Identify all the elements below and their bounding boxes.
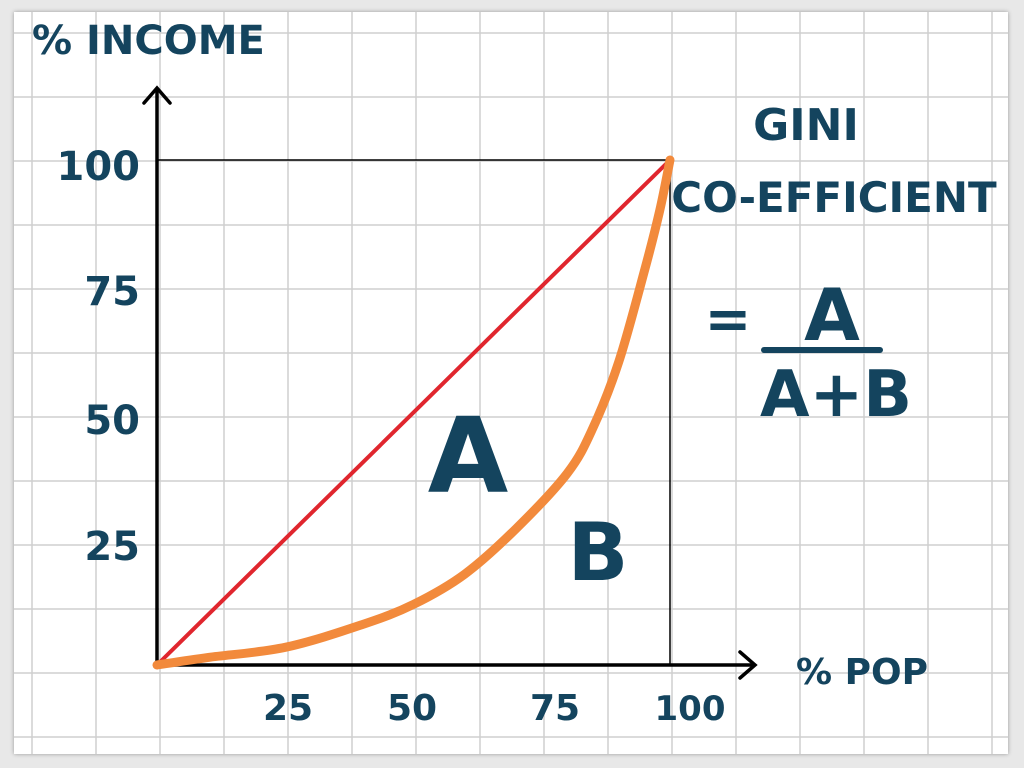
formula-numerator: A [804, 273, 860, 357]
lorenz-curve [152, 155, 675, 670]
series-layer [152, 155, 675, 670]
gini-title-line1: GINI [753, 100, 859, 151]
y-tick-label: 100 [57, 144, 141, 190]
plot-frame [157, 159, 671, 665]
y-tick-label: 50 [84, 398, 140, 444]
x-tick-label: 50 [387, 688, 437, 729]
labels: % INCOME % POP 100 75 50 25 25 50 75 100… [32, 18, 997, 729]
equality-line [155, 158, 672, 667]
x-tick-label: 100 [655, 689, 726, 729]
region-b-label: B [568, 506, 629, 599]
region-a-label: A [428, 395, 509, 517]
y-tick-label: 75 [84, 269, 140, 315]
y-axis-label: % INCOME [32, 18, 265, 64]
y-tick-label: 25 [84, 524, 140, 570]
x-tick-label: 25 [263, 688, 313, 729]
x-axis-label: % POP [796, 652, 928, 693]
gini-title-line2: CO-EFFICIENT [671, 173, 997, 222]
y-axis-arrow [142, 85, 172, 105]
equals-sign: = [705, 287, 752, 352]
x-tick-label: 75 [530, 688, 580, 729]
whiteboard [14, 12, 1008, 754]
axes [142, 85, 758, 680]
formula-denominator: A+B [760, 358, 912, 432]
x-axis-arrow [738, 650, 758, 680]
